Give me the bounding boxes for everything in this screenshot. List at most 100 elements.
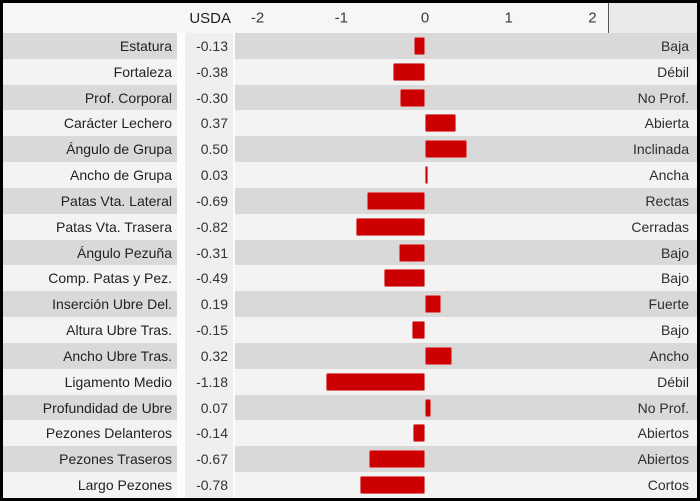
trait-plot-area: Bajo [235,239,697,266]
trait-bar [425,114,456,133]
trait-row: Prof. Corporal -0.30 No Prof. [3,84,697,111]
column-gap [177,446,185,473]
trait-right-label: Abierta [644,115,689,132]
trait-bar [367,191,425,210]
column-gap [177,84,185,111]
trait-bar [359,475,425,494]
column-gap [233,472,235,498]
header-gap [177,3,185,33]
trait-label: Patas Vta. Lateral [3,187,177,214]
column-gap [177,368,185,395]
column-gap [233,162,235,188]
axis-tick-label: 0 [420,9,430,27]
trait-label: Largo Pezones [3,472,177,498]
column-gap [177,342,185,369]
column-gap [177,162,185,188]
column-gap [233,110,235,137]
trait-plot-area: Bajo [235,265,697,292]
trait-label: Ancho de Grupa [3,162,177,188]
column-gap [177,317,185,343]
trait-value: -0.67 [185,446,233,473]
trait-bar [425,140,467,159]
trait-right-label: No Prof. [637,399,689,416]
trait-bar [393,62,425,81]
column-gap [233,420,235,447]
trait-value: -0.78 [185,472,233,498]
trait-plot-area: Abiertos [235,446,697,473]
trait-plot-area: Abiertos [235,420,697,447]
trait-row: Ancho de Grupa 0.03 Ancha [3,162,697,188]
trait-label: Inserción Ubre Del. [3,291,177,318]
trait-row: Profundidad de Ubre 0.07 No Prof. [3,394,697,421]
column-gap [233,33,235,59]
trait-value: -0.30 [185,84,233,111]
trait-right-label: Débil [657,373,689,390]
trait-row: Ángulo Pezuña -0.31 Bajo [3,239,697,266]
column-gap [233,446,235,473]
column-gap [177,136,185,163]
trait-row: Ancho Ubre Tras. 0.32 Ancho [3,342,697,369]
trait-bar [356,217,425,236]
trait-label: Profundidad de Ubre [3,394,177,421]
trait-right-label: Abiertos [637,425,689,442]
trait-value: 0.37 [185,110,233,137]
trait-value: 0.19 [185,291,233,318]
column-gap [233,394,235,421]
usda-column-header: USDA [189,9,231,27]
trait-label: Altura Ubre Tras. [3,317,177,343]
column-gap [233,213,235,240]
trait-value: 0.32 [185,342,233,369]
column-gap [233,342,235,369]
trait-value: -0.69 [185,187,233,214]
column-gap [177,265,185,292]
trait-right-label: Cerradas [631,218,689,235]
trait-rows-container: Estatura -0.13 Baja Fortaleza -0.38 Débi… [3,33,697,498]
trait-value: 0.03 [185,162,233,188]
column-gap [233,368,235,395]
trait-value: -0.38 [185,58,233,85]
trait-row: Pezones Traseros -0.67 Abiertos [3,446,697,473]
trait-right-label: Inclinada [632,141,689,158]
axis-right-cap [608,3,697,33]
axis-tick-label: -1 [334,9,348,27]
trait-label: Ángulo de Grupa [3,136,177,163]
trait-label: Pezones Traseros [3,446,177,473]
axis-tick-label: -2 [250,9,265,27]
x-axis: -2 -1 0 1 2 [235,3,697,33]
trait-row: Carácter Lechero 0.37 Abierta [3,110,697,137]
trait-right-label: Bajo [660,270,689,287]
header-label-spacer [3,3,177,33]
trait-bar [425,398,431,417]
trait-right-label: Ancha [649,167,689,184]
trait-label: Carácter Lechero [3,110,177,137]
trait-label: Fortaleza [3,58,177,85]
trait-plot-area: Cerradas [235,213,697,240]
trait-label: Ancho Ubre Tras. [3,342,177,369]
trait-value: -0.31 [185,239,233,266]
trait-label: Pezones Delanteros [3,420,177,447]
trait-row: Largo Pezones -0.78 Cortos [3,472,697,498]
trait-bar [425,346,452,365]
trait-label: Ángulo Pezuña [3,239,177,266]
trait-plot-area: No Prof. [235,394,697,421]
trait-value: 0.07 [185,394,233,421]
trait-plot-area: Ancha [235,162,697,188]
column-gap [233,58,235,85]
trait-row: Estatura -0.13 Baja [3,33,697,59]
trait-bar [412,321,425,340]
trait-bar [399,243,425,262]
trait-value: -0.14 [185,420,233,447]
trait-row: Patas Vta. Lateral -0.69 Rectas [3,187,697,214]
trait-right-label: Débil [657,63,689,80]
trait-row: Inserción Ubre Del. 0.19 Fuerte [3,291,697,318]
column-gap [233,239,235,266]
trait-row: Patas Vta. Trasera -0.82 Cerradas [3,213,697,240]
trait-plot-area: Cortos [235,472,697,498]
column-gap [177,239,185,266]
trait-right-label: Rectas [645,192,689,209]
trait-label: Patas Vta. Trasera [3,213,177,240]
column-gap [233,136,235,163]
trait-bar [425,166,428,185]
trait-value: -0.82 [185,213,233,240]
column-gap [233,187,235,214]
